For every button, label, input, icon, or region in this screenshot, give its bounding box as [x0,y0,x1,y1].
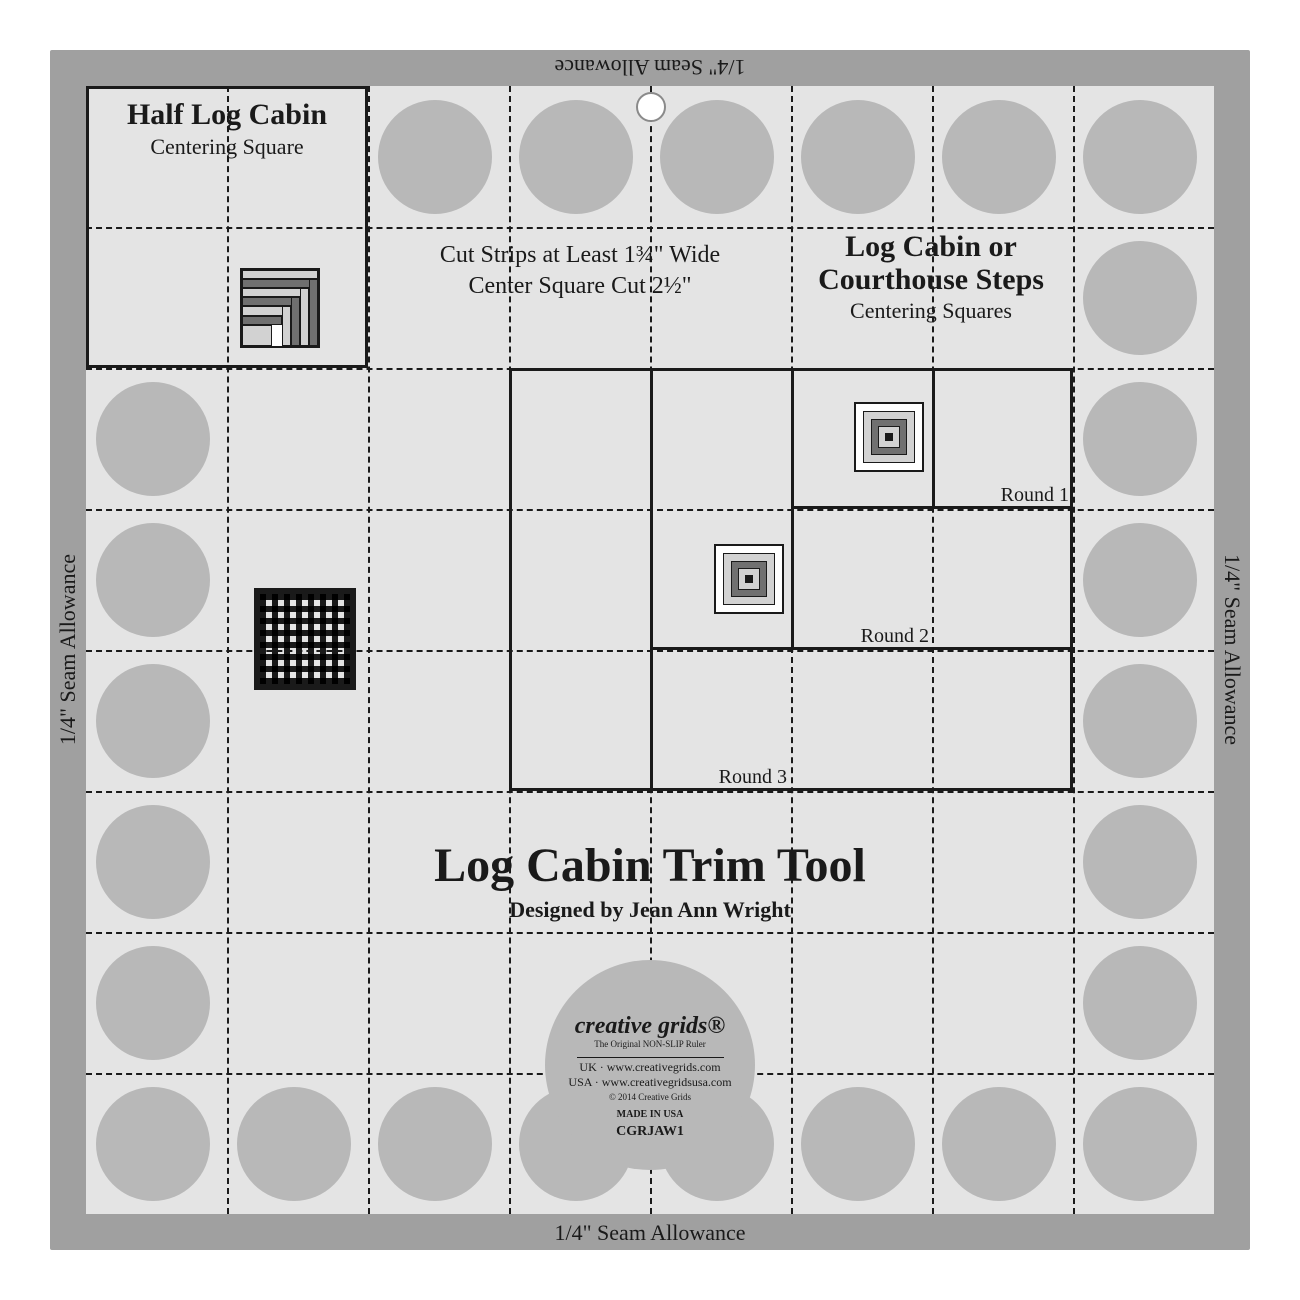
grip-circle [1083,946,1197,1060]
grip-circle [1083,382,1197,496]
seam-label-top: 1/4" Seam Allowance [50,54,1250,80]
seam-label-left: 1/4" Seam Allowance [50,50,86,1250]
grip-circle [96,523,210,637]
seam-label-right: 1/4" Seam Allowance [1214,50,1250,1250]
log-cabin-heading: Log Cabin or Courthouse Steps Centering … [790,230,1072,324]
grip-circle [801,100,915,214]
gridline-h [86,791,1214,793]
grip-circle [1083,805,1197,919]
grip-circle [1083,241,1197,355]
grip-circle [1083,523,1197,637]
grip-circle [96,664,210,778]
grip-circle [378,100,492,214]
grip-circle [237,1087,351,1201]
product-title: Log Cabin Trim Tool Designed by Jean Ann… [350,838,950,923]
log-cabin-icon [854,402,924,472]
grip-circle [96,805,210,919]
grip-circle [96,1087,210,1201]
sku-label: CGRJAW1 [616,1123,684,1141]
grip-circle [942,100,1056,214]
half-log-cabin-title: Half Log Cabin Centering Square [86,98,368,160]
gridline-h [86,932,1214,934]
grip-circle [942,1087,1056,1201]
grip-circle [801,1087,915,1201]
seam-label-bottom: 1/4" Seam Allowance [50,1220,1250,1246]
half-log-cabin-icon [240,268,320,348]
qr-code-icon [254,588,356,690]
round3-label: Round 3 [652,766,793,789]
brand-logo: creative grids® The Original NON-SLIP Ru… [545,960,755,1170]
grip-circle [519,100,633,214]
cut-instructions: Cut Strips at Least 1¾" Wide Center Squa… [380,240,780,302]
grip-circle [1083,100,1197,214]
grip-circle [378,1087,492,1201]
grip-circle [1083,664,1197,778]
round1-label: Round 1 [934,484,1075,507]
grip-circle [96,946,210,1060]
round2-label: Round 2 [794,625,935,648]
grip-circle [1083,1087,1197,1201]
grip-circle [660,100,774,214]
grip-circle [96,382,210,496]
log-cabin-icon [714,544,784,614]
hanging-hole-icon [636,92,666,122]
